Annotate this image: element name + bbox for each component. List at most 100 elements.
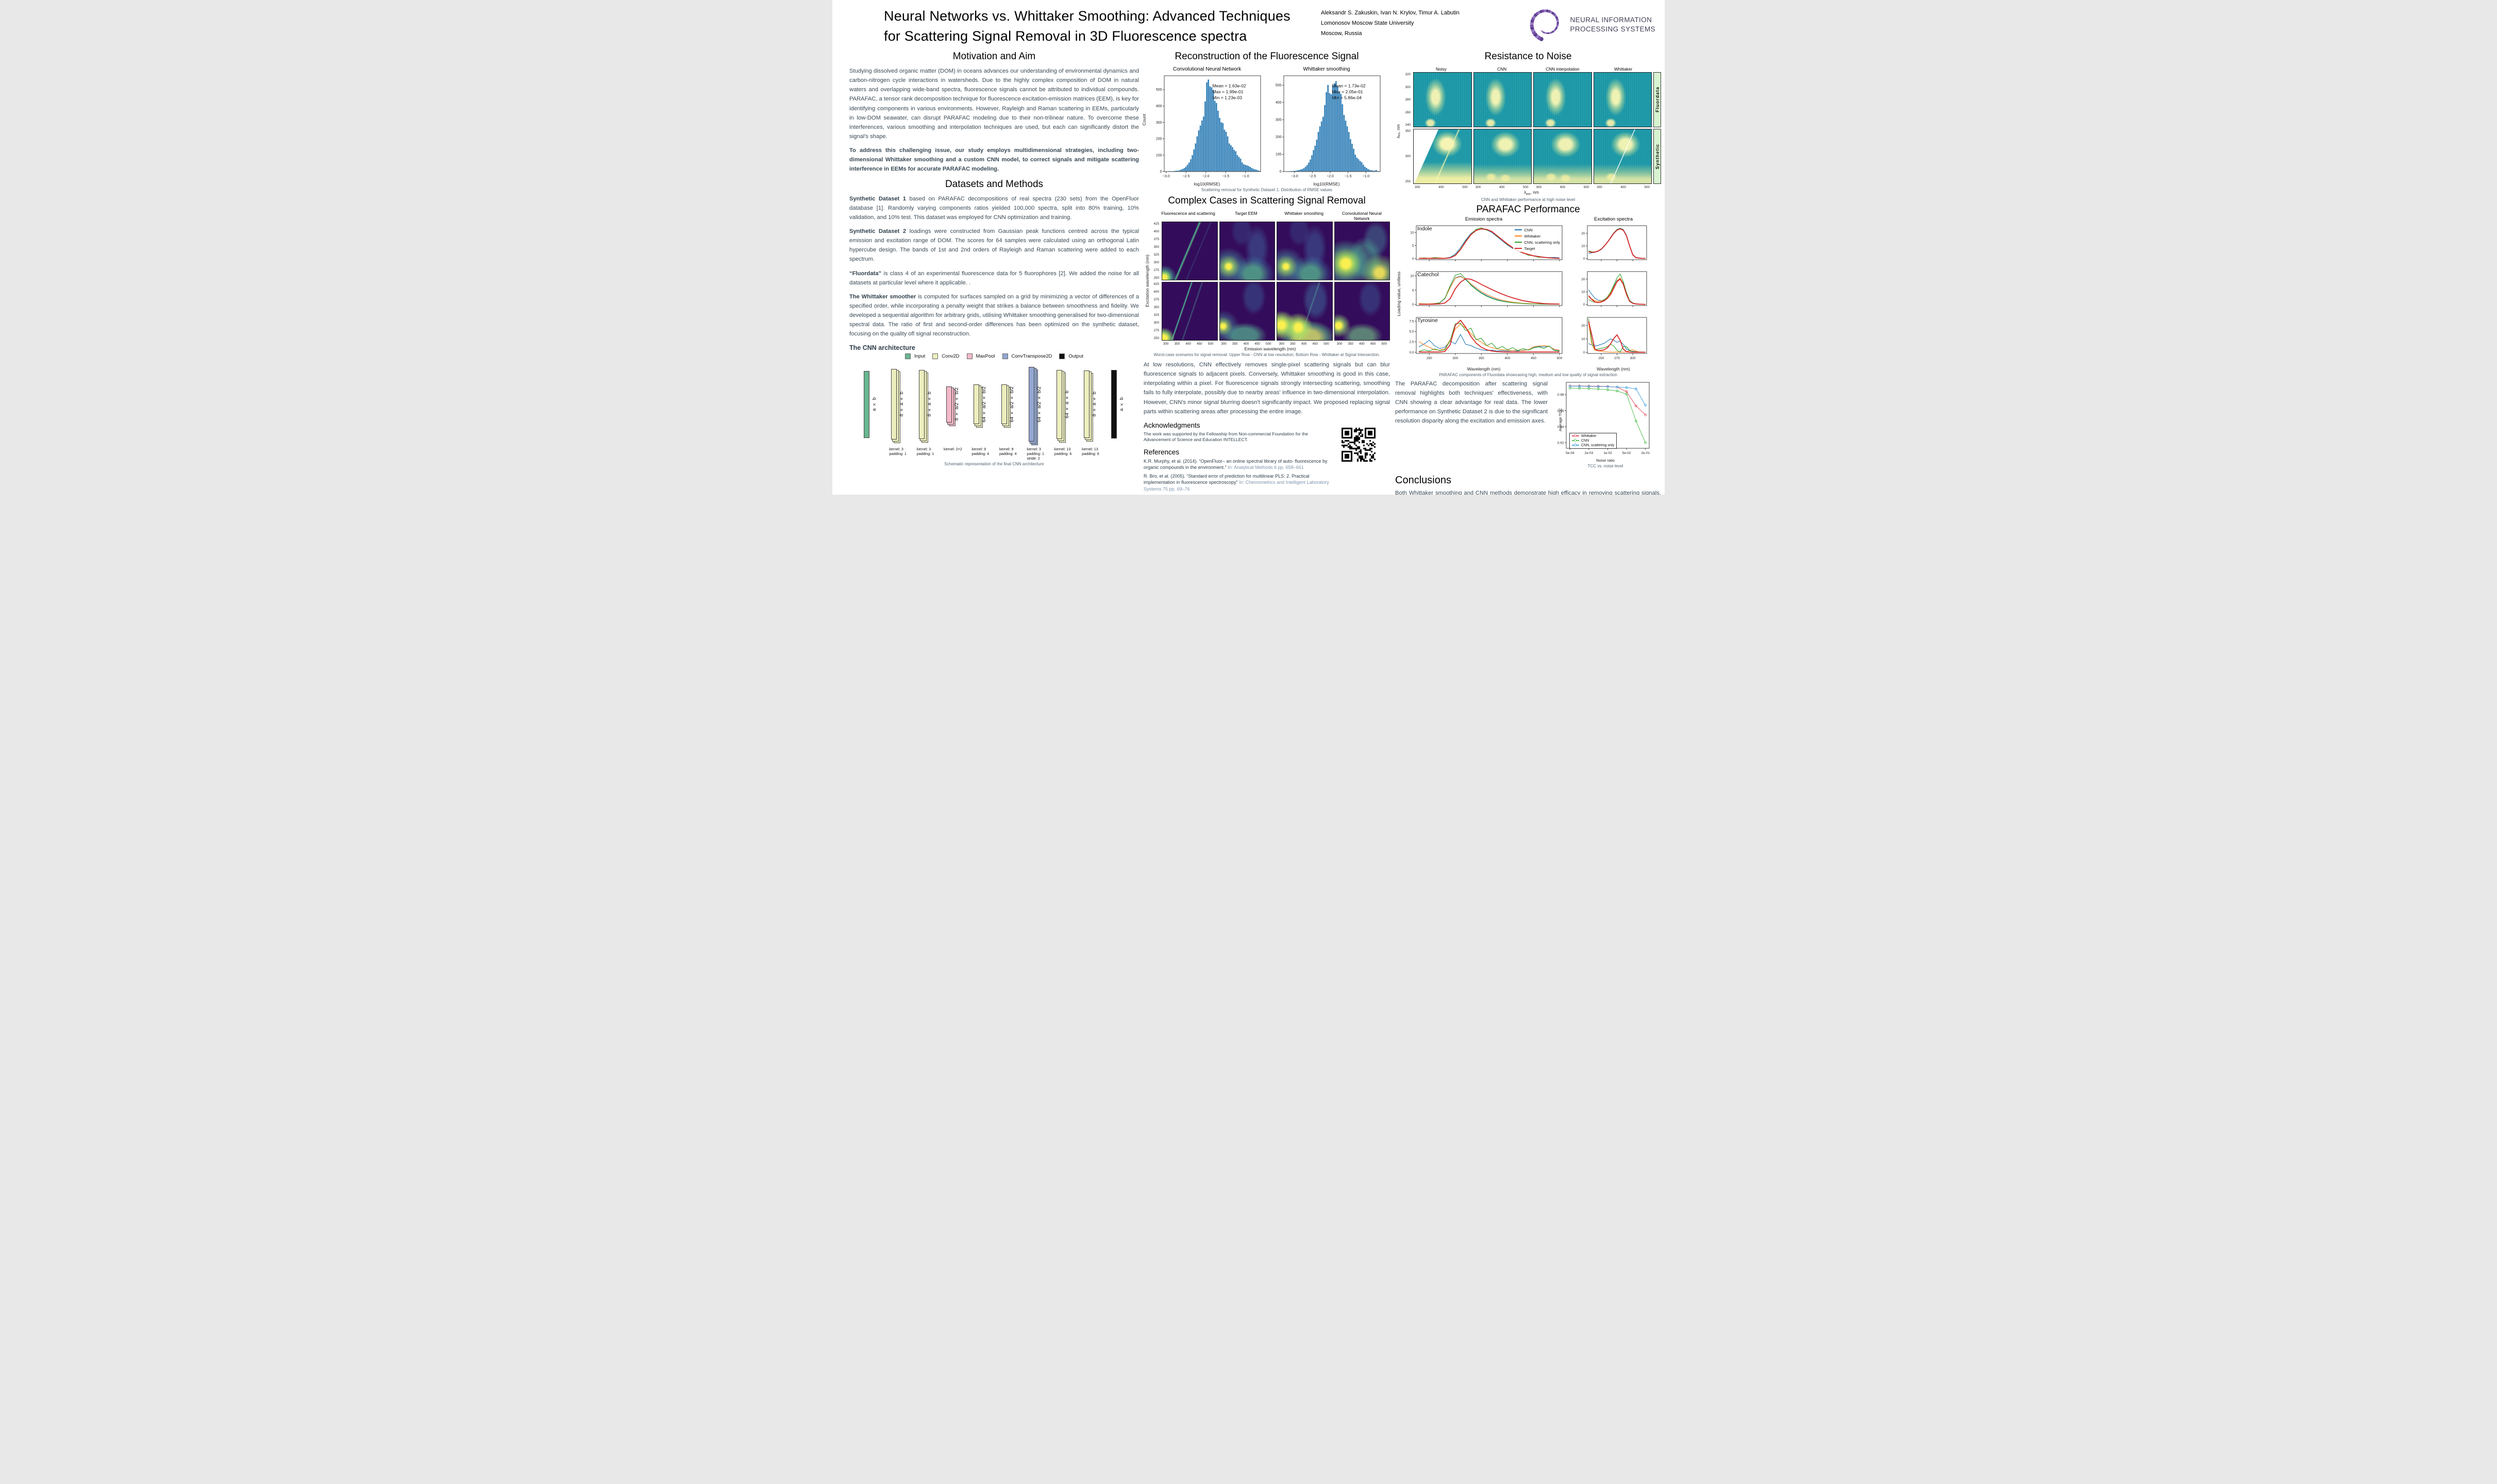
- methods-dataset2: Synthetic Dataset 2 loadings were constr…: [849, 228, 1139, 263]
- svg-text:0: 0: [1412, 303, 1414, 307]
- parafac-xlabels: Wavelength (nm) Wavelength (nm): [1467, 366, 1630, 372]
- svg-text:Max = 1.99e-01: Max = 1.99e-01: [1213, 89, 1244, 94]
- qr-code: [1342, 427, 1376, 462]
- svg-text:−2.0: −2.0: [1202, 175, 1210, 178]
- svg-text:0: 0: [1583, 351, 1585, 355]
- parafac-column-titles: Emission spectra Excitation spectra: [1465, 216, 1633, 222]
- svg-text:200: 200: [1276, 136, 1282, 139]
- parafac-legend: CNN Whittaker CNN, scattering only Target: [1513, 226, 1562, 252]
- svg-text:−2.0: −2.0: [1327, 175, 1334, 178]
- reference-1: K.R. Murphy, et al. (2014). “OpenFluor– …: [1144, 459, 1328, 470]
- histogram-caption: Scattering removal for Synthetic Dataset…: [1201, 188, 1332, 192]
- noise-fluordata-noisy: [1413, 72, 1472, 127]
- svg-text:Min = 5.86e-04: Min = 5.86e-04: [1332, 95, 1362, 100]
- svg-text:500: 500: [1156, 88, 1162, 92]
- methods-whittaker: The Whittaker smoother is computed for s…: [849, 293, 1139, 338]
- svg-text:20: 20: [1581, 278, 1585, 281]
- svg-text:−2.5: −2.5: [1309, 175, 1316, 178]
- svg-text:2e-03: 2e-03: [1585, 451, 1594, 455]
- svg-text:−2.5: −2.5: [1182, 175, 1189, 178]
- rmse-histograms: Count Convolutional Neural Network 0 100 2…: [1142, 66, 1390, 187]
- noise-yticks-top: 320 300 280 260 240: [1405, 73, 1411, 127]
- panel-indole-emission: 0 5 10 Indole CNN Whittaker CNN, scattering …: [1402, 223, 1566, 266]
- histogram-ylabel: Count: [1142, 114, 1147, 126]
- complex-ylabel: Excitation wavelength (nm): [1144, 255, 1150, 308]
- methods-dataset1: Synthetic Dataset 1 based on PARAFAC dec…: [849, 195, 1139, 221]
- neurips-logo: NEURAL INFORMATION PROCESSING SYSTEMS: [1522, 1, 1655, 48]
- row-label-fluordata: Fluordata: [1654, 87, 1660, 113]
- svg-text:0: 0: [1280, 170, 1282, 174]
- svg-text:300: 300: [1452, 357, 1458, 360]
- complex-cases-grid: Excitation wavelength (nm) Fluorescence …: [1144, 211, 1390, 351]
- row-label-indole: Indole: [1417, 225, 1432, 232]
- histogram-whittaker: Whittaker smoothing 0 100 200 300 400 500 −3.0…: [1269, 66, 1384, 187]
- svg-text:300: 300: [1276, 119, 1282, 122]
- row-label-tyrosine: Tyrosine: [1417, 317, 1438, 324]
- svg-text:5: 5: [1412, 289, 1414, 292]
- tcc-block: The PARAFAC decomposition after scatteri…: [1395, 379, 1661, 470]
- heading-motivation: Motivation and Aim: [952, 51, 1036, 62]
- noise-synthetic-noisy: [1413, 129, 1472, 184]
- complex-caption: Worst-case scenarios for signal removal:…: [1153, 352, 1380, 357]
- column-motivation-methods: Motivation and Aim Studying dissolved or…: [849, 49, 1139, 468]
- svg-text:400: 400: [1156, 105, 1162, 108]
- ack-refs-block: Acknowledgments The work was supported b…: [1144, 421, 1390, 492]
- svg-text:10: 10: [1581, 290, 1585, 294]
- svg-text:200: 200: [1156, 138, 1162, 141]
- svg-text:1e-02: 1e-02: [1603, 451, 1612, 455]
- heading-noise: Resistance to Noise: [1484, 51, 1572, 62]
- tcc-chart: 0.92 0.94 0.96 0.98 5e-04 2e-03 1e-02 5e-02 2e-0…: [1557, 382, 1650, 455]
- svg-text:2.5: 2.5: [1409, 340, 1414, 344]
- complex-paragraph: At low resolutions, CNN effectively remo…: [1144, 362, 1390, 415]
- reference-2: R. Bro, et al. (2005). “Standard error o…: [1144, 474, 1329, 492]
- row-label-catechol: Catechol: [1417, 271, 1439, 278]
- svg-text:100: 100: [1156, 154, 1162, 157]
- svg-text:−1.5: −1.5: [1345, 175, 1352, 178]
- heading-methods: Datasets and Methods: [945, 178, 1044, 190]
- motivation-paragraph: Studying dissolved organic matter (DOM) …: [849, 68, 1139, 140]
- noise-column-titles: Noisy CNN CNN interpolation Whittaker: [1436, 66, 1633, 72]
- complex-column-titles: Fluorescence and scattering Target EEM W…: [1161, 211, 1382, 221]
- svg-text:−1.0: −1.0: [1242, 175, 1249, 178]
- svg-text:20: 20: [1581, 232, 1585, 235]
- panel-catechol-excitation: 0 10 20: [1573, 268, 1650, 312]
- svg-text:275: 275: [1614, 357, 1620, 360]
- title-line-2: for Scattering Signal Removal in 3D Fluo…: [884, 28, 1247, 44]
- svg-text:400: 400: [1504, 357, 1510, 360]
- neurips-logo-text: NEURAL INFORMATION PROCESSING SYSTEMS: [1570, 16, 1655, 33]
- heading-parafac: PARAFAC Performance: [1476, 204, 1580, 215]
- tcc-xlabel: Noise ratio: [1596, 458, 1615, 463]
- neurips-logo-icon: [1530, 9, 1559, 41]
- svg-text:450: 450: [1531, 357, 1536, 360]
- location: Moscow, Russia: [1321, 30, 1362, 37]
- svg-text:0.0: 0.0: [1409, 350, 1414, 354]
- parafac-ylabel: Loading value, unitless: [1396, 271, 1401, 316]
- heatmap-target-eem-bottom: [1219, 282, 1275, 341]
- affiliation: Lomonosov Moscow State University: [1321, 20, 1414, 26]
- svg-text:5.0: 5.0: [1409, 330, 1414, 333]
- tcc-ylabel: Average TCC: [1558, 408, 1563, 432]
- noise-xticks: 300 400 500 300 400 500 300 400 500 300 400 500: [1415, 185, 1650, 189]
- authors-block: Aleksandr S. Zakuskin, Ivan N. Krylov, T…: [1321, 8, 1460, 39]
- svg-text:300: 300: [1156, 121, 1162, 125]
- svg-text:−1.0: −1.0: [1362, 175, 1369, 178]
- column-noise-parafac: Resistance to Noise λex, nm Noisy CNN CN…: [1395, 49, 1661, 495]
- histogram-cnn: Convolutional Neural Network 0 100 200 300 4…: [1150, 66, 1264, 187]
- reference-2-journal-link[interactable]: In: Chemometrics and Intelligent Laborat…: [1144, 480, 1329, 492]
- histogram-cnn-plot: 0 100 200 300 400 500 −3.0 −2.5 −2.0 −1.5 −1.0 Mean…: [1156, 75, 1261, 178]
- svg-text:0.92: 0.92: [1557, 441, 1564, 445]
- cnn-architecture-legend: Input Conv2D MaxPool ConvTranspose2D Output: [849, 353, 1139, 359]
- svg-text:−3.0: −3.0: [1163, 175, 1170, 178]
- svg-text:10: 10: [1581, 244, 1585, 248]
- svg-text:10: 10: [1410, 231, 1414, 234]
- svg-text:0: 0: [1160, 170, 1162, 174]
- svg-text:5e-04: 5e-04: [1566, 451, 1574, 455]
- noise-synthetic-cnn: [1473, 129, 1532, 184]
- svg-text:Mean = 1.63e-02: Mean = 1.63e-02: [1213, 83, 1246, 88]
- panel-tyrosine-emission: 0.0 2.5 5.0 7.5 250 300 350 400 450 500 Tyrosine: [1402, 314, 1566, 364]
- svg-text:500: 500: [1557, 357, 1563, 360]
- reference-1-journal-link[interactable]: In: Analytical Methods 6 pp. 658–661: [1228, 465, 1304, 470]
- parafac-caption: PARAFAC components of Fluordata showcasi…: [1439, 372, 1617, 377]
- column-reconstruction-complex: Reconstruction of the Fluorescence Signa…: [1142, 49, 1390, 495]
